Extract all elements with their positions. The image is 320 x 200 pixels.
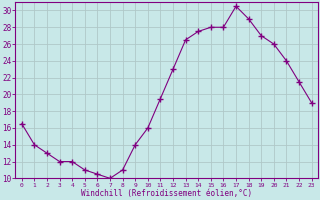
X-axis label: Windchill (Refroidissement éolien,°C): Windchill (Refroidissement éolien,°C) <box>81 189 252 198</box>
